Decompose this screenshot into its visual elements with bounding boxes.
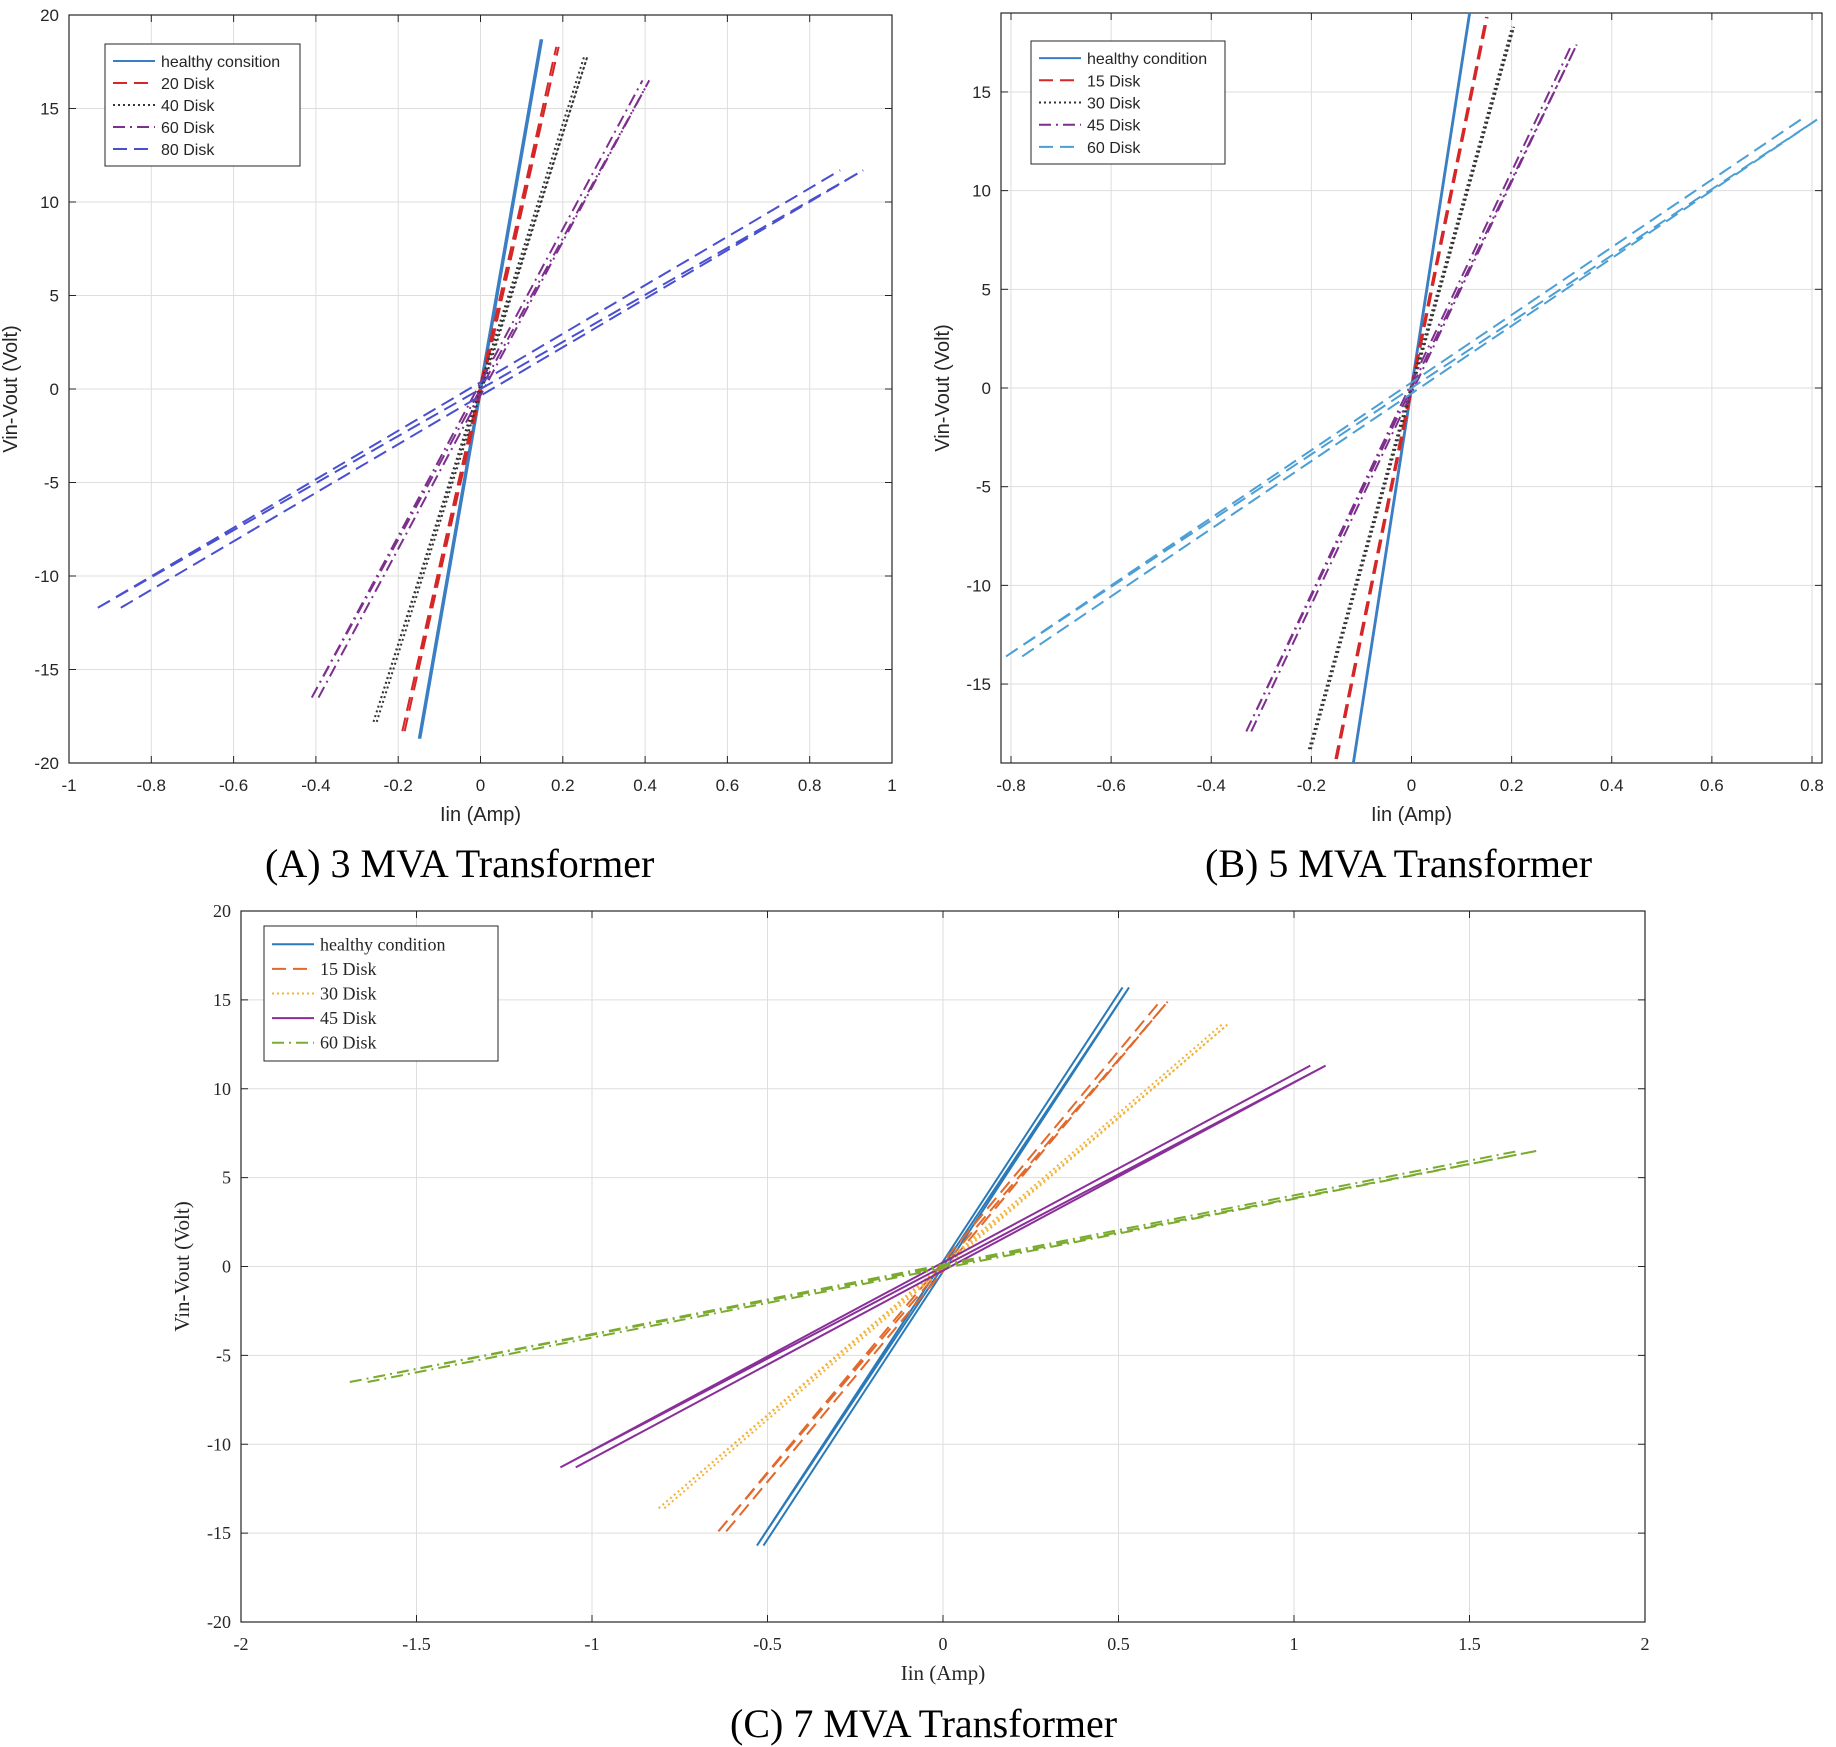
y-tick-label: -15 xyxy=(34,661,59,680)
y-axis-label: Vin-Vout (Volt) xyxy=(932,324,954,451)
y-tick-label: 10 xyxy=(972,182,991,201)
y-tick-label: 15 xyxy=(972,83,991,102)
y-tick-label: -15 xyxy=(966,675,991,694)
y-tick-label: 5 xyxy=(50,287,59,306)
y-tick-label: 10 xyxy=(40,193,59,212)
legend-label: 15 Disk xyxy=(1087,73,1141,90)
x-tick-label: 1 xyxy=(1290,1634,1299,1654)
x-tick-label: 0.2 xyxy=(1500,776,1524,795)
y-tick-label: -5 xyxy=(216,1345,231,1365)
legend-label: healthy condition xyxy=(1087,51,1207,68)
x-tick-label: -0.8 xyxy=(996,776,1025,795)
legend-box xyxy=(1030,40,1226,165)
caption-c: (C) 7 MVA Transformer xyxy=(730,1701,1118,1746)
y-tick-label: 5 xyxy=(222,1168,231,1188)
legend-label: 30 Disk xyxy=(320,984,377,1004)
x-axis-label: Iin (Amp) xyxy=(1371,804,1452,826)
caption-b: (B) 5 MVA Transformer xyxy=(1205,841,1593,886)
series-line-40-disk xyxy=(372,55,589,723)
y-tick-label: -5 xyxy=(44,474,59,493)
x-tick-label: -0.6 xyxy=(1096,776,1125,795)
x-tick-label: -1 xyxy=(61,776,76,795)
legend-label: 40 Disk xyxy=(161,98,215,115)
series-line-60-disk xyxy=(349,1149,1537,1384)
x-tick-label: 0.4 xyxy=(633,776,657,795)
caption-a: (A) 3 MVA Transformer xyxy=(265,841,655,886)
x-tick-label: 0.2 xyxy=(551,776,575,795)
legend: healthy condition 15 Disk 30 Disk 45 Disk 60… xyxy=(263,925,499,1062)
y-tick-label: -10 xyxy=(966,576,991,595)
x-tick-label: -0.6 xyxy=(219,776,248,795)
y-tick-label: -20 xyxy=(34,754,59,773)
x-tick-label: 0 xyxy=(1407,776,1416,795)
x-tick-label: -0.8 xyxy=(137,776,166,795)
legend-label: 60 Disk xyxy=(1087,140,1141,157)
legend-box xyxy=(104,43,301,167)
x-tick-label: 2 xyxy=(1641,1634,1650,1654)
x-tick-label: -1 xyxy=(585,1634,600,1654)
y-tick-label: 0 xyxy=(982,379,991,398)
y-tick-label: 15 xyxy=(40,100,59,119)
x-tick-label: -2 xyxy=(234,1634,249,1654)
legend-label: 45 Disk xyxy=(1087,118,1141,135)
x-tick-label: 1 xyxy=(887,776,896,795)
legend-label: 60 Disk xyxy=(320,1033,377,1053)
y-tick-label: 15 xyxy=(213,990,231,1010)
legend: healthy consition 20 Disk 40 Disk 60 Disk 80… xyxy=(104,43,301,167)
legend-label: 60 Disk xyxy=(161,120,215,137)
x-tick-label: -0.2 xyxy=(384,776,413,795)
x-tick-label: -0.4 xyxy=(1197,776,1226,795)
legend-label: 30 Disk xyxy=(1087,96,1141,113)
x-tick-label: 0 xyxy=(476,776,485,795)
x-tick-label: -0.2 xyxy=(1297,776,1326,795)
y-tick-label: -15 xyxy=(207,1523,231,1543)
y-tick-label: 10 xyxy=(213,1079,231,1099)
y-axis-label: Vin-Vout (Volt) xyxy=(170,1201,194,1331)
chart-a: -1 -0.8 -0.6 -0.4 -0.2 0 0.2 0.4 0.6 0.8 1 -20 -15 -1… xyxy=(0,6,897,826)
x-axis-label: Iin (Amp) xyxy=(440,804,521,826)
series-line-45-disk xyxy=(1245,44,1578,732)
x-tick-label: 0.6 xyxy=(1700,776,1724,795)
chart-b: -0.8 -0.6 -0.4 -0.2 0 0.2 0.4 0.6 0.8 -15 -10 -5 0 5 1… xyxy=(932,12,1824,826)
y-tick-label: -10 xyxy=(207,1434,231,1454)
legend-label: 80 Disk xyxy=(161,142,215,159)
legend-label: healthy condition xyxy=(320,934,445,954)
x-tick-label: 0.8 xyxy=(1800,776,1824,795)
chart-c: -2 -1.5 -1 -0.5 0 0.5 1 1.5 2 -20 -15 -10 -5 0 5 10 15 20… xyxy=(170,901,1650,1685)
x-tick-label: 0.5 xyxy=(1107,1634,1130,1654)
series-line-60-disk xyxy=(1005,118,1818,658)
x-tick-label: -0.4 xyxy=(301,776,330,795)
series-line-80-disk xyxy=(97,169,864,609)
series-line-20-disk xyxy=(401,46,560,732)
x-tick-label: -0.5 xyxy=(753,1634,782,1654)
y-tick-label: 0 xyxy=(50,380,59,399)
x-tick-label: -1.5 xyxy=(402,1634,431,1654)
x-tick-label: 0.4 xyxy=(1600,776,1624,795)
x-tick-label: 0.8 xyxy=(798,776,822,795)
legend-label: 45 Disk xyxy=(320,1008,377,1028)
y-tick-label: 5 xyxy=(982,280,991,299)
y-axis-label: Vin-Vout (Volt) xyxy=(0,325,22,452)
y-tick-label: 0 xyxy=(222,1257,231,1277)
y-tick-label: 20 xyxy=(40,6,59,25)
x-tick-label: 0.6 xyxy=(716,776,740,795)
y-tick-label: -20 xyxy=(207,1612,231,1632)
legend-label: healthy consition xyxy=(161,54,280,71)
series-line-60-disk xyxy=(310,79,651,699)
x-axis-label: Iin (Amp) xyxy=(901,1661,986,1685)
legend: healthy condition 15 Disk 30 Disk 45 Disk 60… xyxy=(1030,40,1226,165)
y-tick-label: -5 xyxy=(976,478,991,497)
legend-label: 20 Disk xyxy=(161,76,215,93)
y-tick-label: 20 xyxy=(213,901,231,921)
y-tick-label: -10 xyxy=(34,567,59,586)
legend-label: 15 Disk xyxy=(320,959,377,979)
x-tick-label: 1.5 xyxy=(1458,1634,1481,1654)
x-tick-label: 0 xyxy=(939,1634,948,1654)
